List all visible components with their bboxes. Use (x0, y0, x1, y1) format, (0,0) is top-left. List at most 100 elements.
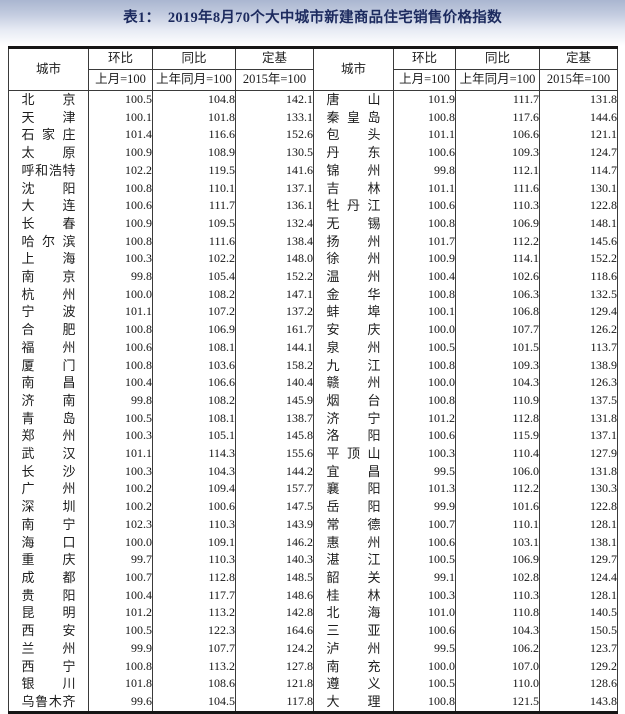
col-header-yoy-right: 同比 (455, 47, 540, 70)
city-name: 上海 (21, 251, 76, 267)
city-cell: 厦门 (8, 356, 89, 375)
city-name: 安庆 (326, 322, 381, 338)
city-cell: 秦皇岛 (313, 108, 394, 127)
city-name: 西宁 (21, 658, 76, 674)
value-cell: 140.4 (235, 374, 314, 392)
city-cell: 济南 (8, 391, 89, 410)
value-cell: 106.2 (455, 639, 540, 658)
city-cell: 沈阳 (8, 179, 89, 198)
city-name: 长沙 (21, 463, 76, 479)
value-cell: 100.8 (88, 321, 153, 339)
city-cell: 大连 (8, 197, 89, 215)
value-cell: 100.8 (393, 692, 456, 713)
value-cell: 114.3 (152, 445, 236, 463)
value-cell: 111.7 (152, 197, 236, 215)
value-cell: 110.3 (152, 551, 236, 569)
value-cell: 113.2 (152, 604, 236, 623)
city-cell: 金华 (313, 285, 394, 304)
city-name: 宁波 (21, 304, 76, 320)
value-cell: 99.5 (393, 639, 456, 658)
city-name: 哈尔滨 (21, 233, 76, 249)
value-cell: 100.6 (393, 622, 456, 640)
value-cell: 110.3 (455, 586, 540, 605)
value-cell: 104.3 (455, 622, 540, 640)
city-name: 济南 (21, 392, 76, 408)
value-cell: 121.5 (455, 692, 540, 713)
value-cell: 113.7 (539, 338, 618, 357)
value-cell: 100.7 (88, 568, 153, 587)
city-cell: 徐州 (313, 250, 394, 269)
city-cell: 三亚 (313, 622, 394, 640)
table-row: 南昌 100.4 106.6 140.4 赣州 100.0 104.3 126.3 (8, 374, 618, 392)
value-cell: 101.1 (88, 303, 153, 322)
city-cell: 安庆 (313, 321, 394, 339)
city-cell: 呼和浩特 (8, 161, 89, 180)
city-cell: 北海 (313, 604, 394, 623)
city-name: 无锡 (326, 215, 381, 231)
value-cell: 100.1 (393, 303, 456, 322)
city-cell: 上海 (8, 250, 89, 269)
value-cell: 126.2 (539, 321, 618, 339)
city-name: 三亚 (326, 623, 381, 639)
city-name: 太原 (21, 145, 76, 161)
value-cell: 106.9 (455, 214, 540, 233)
col-subheader-fixed-base-left: 2015年=100 (235, 69, 314, 91)
value-cell: 138.4 (235, 232, 314, 251)
value-cell: 106.9 (455, 551, 540, 569)
value-cell: 112.8 (455, 409, 540, 428)
value-cell: 110.1 (455, 515, 540, 534)
city-cell: 牡丹江 (313, 197, 394, 215)
value-cell: 101.7 (393, 232, 456, 251)
value-cell: 124.4 (539, 568, 618, 587)
city-cell: 唐山 (313, 90, 394, 109)
col-header-city-left: 城市 (8, 47, 89, 91)
value-cell: 146.2 (235, 533, 314, 552)
table-header: 城市 环比 同比 定基 城市 环比 同比 定基 上月=100 上年同月=100 … (8, 47, 618, 91)
value-cell: 100.9 (393, 250, 456, 269)
value-cell: 128.1 (539, 515, 618, 534)
value-cell: 104.8 (152, 90, 236, 109)
city-cell: 贵阳 (8, 586, 89, 605)
city-name: 重庆 (21, 552, 76, 568)
value-cell: 114.7 (539, 161, 618, 180)
table-row: 广州 100.2 109.4 157.7 襄阳 101.3 112.2 130.3 (8, 480, 618, 499)
city-cell: 宁波 (8, 303, 89, 322)
value-cell: 99.7 (88, 551, 153, 569)
value-cell: 100.6 (393, 144, 456, 162)
table-row: 合肥 100.8 106.9 161.7 安庆 100.0 107.7 126.2 (8, 321, 618, 339)
city-name: 南充 (326, 658, 381, 674)
city-cell: 兰州 (8, 639, 89, 658)
value-cell: 111.6 (455, 179, 540, 198)
city-name: 兰州 (21, 640, 76, 656)
value-cell: 150.5 (539, 622, 618, 640)
value-cell: 142.8 (235, 604, 314, 623)
value-cell: 99.6 (88, 692, 153, 713)
table-row: 武汉 101.1 114.3 155.6 平顶山 100.3 110.4 127.9 (8, 445, 618, 463)
value-cell: 103.1 (455, 533, 540, 552)
table-row: 南京 99.8 105.4 152.2 温州 100.4 102.6 118.6 (8, 268, 618, 286)
value-cell: 137.1 (235, 179, 314, 198)
value-cell: 122.8 (539, 197, 618, 215)
value-cell: 147.5 (235, 498, 314, 516)
city-name: 武汉 (21, 446, 76, 462)
city-cell: 杭州 (8, 285, 89, 304)
value-cell: 130.5 (235, 144, 314, 162)
city-name: 平顶山 (326, 446, 381, 462)
value-cell: 109.3 (455, 356, 540, 375)
value-cell: 100.8 (393, 356, 456, 375)
city-name: 呼和浩特 (21, 162, 76, 178)
value-cell: 144.2 (235, 462, 314, 481)
value-cell: 106.0 (455, 462, 540, 481)
value-cell: 115.9 (455, 427, 540, 446)
value-cell: 99.9 (88, 639, 153, 658)
value-cell: 118.6 (539, 268, 618, 286)
city-name: 温州 (326, 269, 381, 285)
city-name: 常德 (326, 516, 381, 532)
value-cell: 114.1 (455, 250, 540, 269)
price-index-table: 城市 环比 同比 定基 城市 环比 同比 定基 上月=100 上年同月=100 … (8, 46, 618, 714)
value-cell: 104.5 (152, 692, 236, 713)
value-cell: 100.4 (88, 374, 153, 392)
value-cell: 107.7 (152, 639, 236, 658)
city-cell: 锦州 (313, 161, 394, 180)
value-cell: 148.6 (235, 586, 314, 605)
